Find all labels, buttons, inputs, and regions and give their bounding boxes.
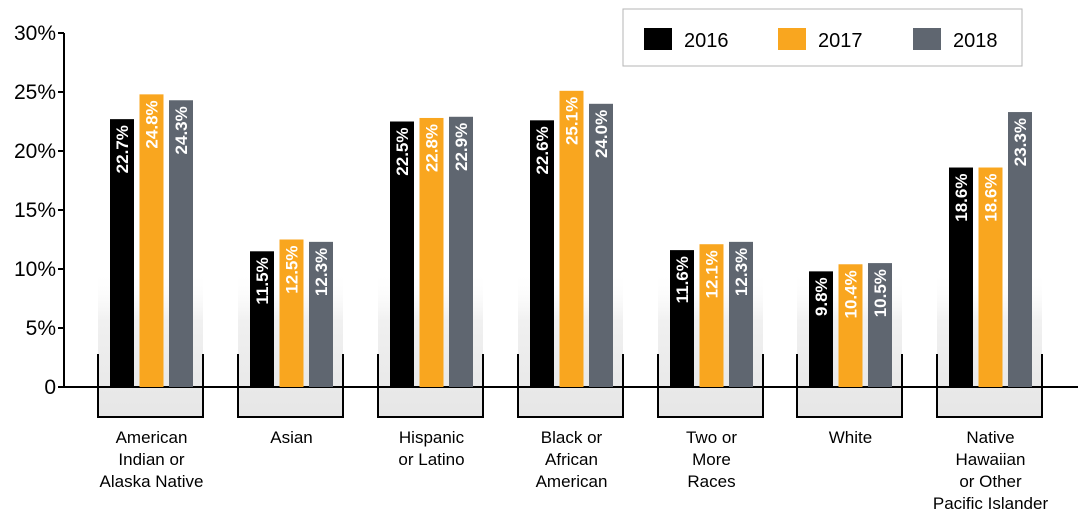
- category-label: Two or More Races: [686, 428, 737, 491]
- legend-swatch: [913, 28, 941, 50]
- bar: [449, 116, 473, 387]
- category-label-line: American: [536, 472, 608, 491]
- category-labels: American Indian or Alaska Native Asian Hispa…: [100, 428, 1049, 513]
- bar: [949, 167, 973, 387]
- bar: [1008, 112, 1032, 387]
- y-tick-label: 15%: [14, 199, 56, 222]
- bar: [670, 250, 694, 387]
- category-pod-bracket: [237, 354, 344, 418]
- bar: [419, 117, 444, 388]
- category-label-line: Indian or: [118, 450, 184, 469]
- legend-label: 2017: [818, 30, 863, 52]
- bar-value-label: 10.5%: [871, 269, 890, 317]
- bar: [309, 241, 333, 387]
- bar-value-label: 9.8%: [812, 277, 831, 316]
- bar-value-label: 12.5%: [283, 246, 302, 294]
- bar-value-label: 23.3%: [1011, 118, 1030, 166]
- bar: [589, 103, 613, 388]
- legend-label: 2016: [684, 30, 729, 52]
- bar-value-label: 12.1%: [703, 250, 722, 298]
- category-label-line: White: [829, 428, 872, 447]
- bar: [729, 241, 753, 387]
- bar: [699, 244, 724, 387]
- y-tick-label: 25%: [14, 81, 56, 104]
- category-label-line: American: [116, 428, 188, 447]
- category-label-line: Hispanic: [399, 428, 465, 447]
- bar-value-label: 24.0%: [592, 110, 611, 158]
- category-label-line: More: [692, 450, 731, 469]
- y-tick-label: 10%: [14, 258, 56, 281]
- bar-value-label: 22.5%: [393, 128, 412, 176]
- category-pod-bracket: [796, 354, 903, 418]
- category-pod-bracket: [97, 354, 204, 418]
- category-label: American Indian or Alaska Native: [100, 428, 204, 491]
- category-label: White: [829, 428, 872, 447]
- bar-value-label: 22.6%: [533, 126, 552, 174]
- bar-value-label: 18.6%: [982, 174, 1001, 222]
- category-label: Asian: [270, 428, 313, 447]
- bar-value-label: 22.7%: [113, 125, 132, 173]
- category-pod-bracket: [377, 354, 484, 418]
- bar: [868, 263, 892, 387]
- category-label-line: Native: [966, 428, 1014, 447]
- bar: [279, 239, 304, 387]
- legend-swatch: [778, 28, 806, 50]
- category-label-line: Hawaiian: [956, 450, 1026, 469]
- category-label-line: Asian: [270, 428, 313, 447]
- bar-value-label: 12.3%: [312, 248, 331, 296]
- category-pod-bracket: [936, 354, 1043, 418]
- bar-value-label: 18.6%: [952, 174, 971, 222]
- y-tick-label: 30%: [14, 22, 56, 45]
- bar-value-label: 24.8%: [143, 100, 162, 148]
- bar: [110, 119, 134, 387]
- category-pod-bracket: [517, 354, 624, 418]
- category-label-line: or Other: [959, 472, 1022, 491]
- bar-value-label: 10.4%: [842, 270, 861, 318]
- bar-value-label: 22.9%: [452, 123, 471, 171]
- category-label-line: Alaska Native: [100, 472, 204, 491]
- bar: [169, 100, 193, 387]
- bar: [530, 120, 554, 387]
- legend-swatch: [644, 28, 672, 50]
- category-label-line: Races: [687, 472, 735, 491]
- category-label: Black or African American: [536, 428, 608, 491]
- bar: [838, 264, 863, 387]
- category-label-line: African: [545, 450, 598, 469]
- bar: [250, 251, 274, 387]
- bar-value-label: 11.5%: [253, 257, 272, 304]
- y-tick-label: 5%: [26, 317, 56, 340]
- category-pod-bracket: [657, 354, 764, 418]
- y-tick-label: 20%: [14, 140, 56, 163]
- bar-value-label: 12.3%: [732, 248, 751, 296]
- legend-box: [622, 8, 1023, 67]
- bar: [809, 271, 833, 387]
- bar-value-label: 11.6%: [673, 256, 692, 303]
- bar-value-label: 24.3%: [172, 106, 191, 154]
- bar: [139, 94, 164, 388]
- bars: 22.7% 11.5% 22.5% 22.6% 11.6% 9.8% 18.6% 24.8% 1…: [110, 90, 1032, 388]
- bar-value-label: 22.8%: [423, 124, 442, 172]
- bar: [390, 121, 414, 387]
- bar: [559, 90, 584, 387]
- legend-label: 2018: [953, 30, 998, 52]
- category-label: Hispanic or Latino: [398, 428, 464, 469]
- category-label: Native Hawaiian or Other Pacific Islander: [933, 428, 1049, 513]
- category-label-line: Pacific Islander: [933, 494, 1049, 513]
- category-label-line: Two or: [686, 428, 737, 447]
- legend: 2016 2017 2018: [622, 8, 1023, 67]
- bar-value-label: 25.1%: [563, 97, 582, 145]
- category-label-line: Black or: [541, 428, 603, 447]
- bar: [978, 167, 1003, 387]
- category-label-line: or Latino: [398, 450, 464, 469]
- y-tick-label: 0: [44, 376, 56, 399]
